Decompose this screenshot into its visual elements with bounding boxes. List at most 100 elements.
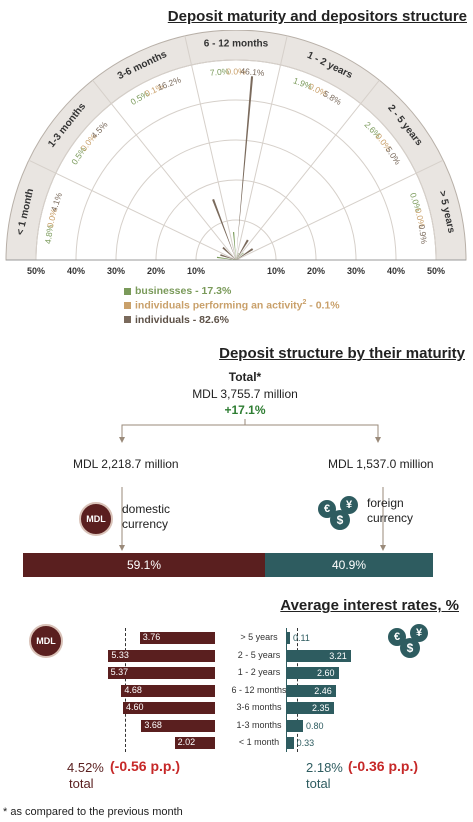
radial-value-label: 5.0% bbox=[384, 145, 403, 167]
fc-rate-bar bbox=[287, 649, 352, 662]
radial-bar bbox=[232, 232, 236, 260]
fc-rate-bar bbox=[287, 719, 303, 732]
radial-tick-label: 30% bbox=[347, 266, 365, 276]
mdl-rate-bar: 5.37 bbox=[107, 667, 215, 679]
fc-rate-bar bbox=[287, 702, 334, 714]
foreign-label: foreign currency bbox=[367, 496, 414, 525]
radial-tick-label: 20% bbox=[307, 266, 325, 276]
maturity-label: < 1 month bbox=[238, 737, 280, 747]
legend-individuals-activity: individuals performing an activity2 - 0.… bbox=[124, 299, 340, 312]
radial-bar bbox=[212, 199, 236, 260]
mdl-rate-bar: 3.68 bbox=[141, 719, 215, 732]
mdl-rate-bar: 4.68 bbox=[121, 684, 215, 697]
radial-bar bbox=[216, 256, 236, 260]
radial-value-label: 4.1% bbox=[49, 191, 65, 213]
radial-value-label: 7.0% bbox=[209, 66, 230, 78]
sector-divider bbox=[184, 35, 237, 261]
fc-total-change: (-0.36 p.p.) bbox=[348, 758, 419, 774]
footnote: * as compared to the previous month bbox=[3, 806, 183, 818]
grid-ring bbox=[195, 219, 277, 261]
radial-bar bbox=[234, 258, 236, 260]
radial-value-label: 46.1% bbox=[240, 66, 265, 78]
radial-value-label: 0.9% bbox=[417, 224, 430, 245]
sector-divider bbox=[92, 79, 237, 261]
radial-tick-label: 30% bbox=[107, 266, 125, 276]
sector-divider bbox=[235, 159, 444, 261]
maturity-label: 3-6 months bbox=[236, 702, 282, 712]
maturity-label: 6 - 12 months bbox=[231, 684, 287, 695]
fc-rate-value: 2.46 bbox=[314, 685, 332, 696]
structure-connectors bbox=[119, 419, 386, 551]
radial-bar bbox=[236, 259, 240, 260]
fc-rate-value: 2.35 bbox=[312, 703, 330, 713]
fc-rate-value: 3.21 bbox=[329, 650, 347, 661]
structure-bar: 59.1% 40.9% bbox=[23, 553, 433, 577]
domestic-label: domestic currency bbox=[122, 502, 171, 531]
total-label: Total* bbox=[228, 370, 262, 384]
fc-rate-bar bbox=[287, 737, 294, 749]
radial-value-label: 0.0% bbox=[226, 66, 246, 76]
mdl-total-change: (-0.56 p.p.) bbox=[110, 758, 181, 774]
radial-tick-label: 10% bbox=[187, 266, 205, 276]
radial-tick-label: 10% bbox=[267, 266, 285, 276]
grid-ring bbox=[115, 139, 357, 261]
fc-rate-value: 0.11 bbox=[293, 633, 310, 643]
radial-legend: businesses - 17.3% individuals performin… bbox=[124, 285, 340, 326]
fc-rate-value: 0.80 bbox=[306, 720, 324, 731]
radial-bar bbox=[236, 76, 254, 260]
mdl-total-word: total bbox=[69, 776, 94, 791]
radial-chart-title: Deposit maturity and depositors structur… bbox=[167, 8, 467, 25]
grid-ring bbox=[75, 99, 397, 261]
mdl-icon: MDL bbox=[79, 502, 113, 536]
rates-mdl-icon: MDL bbox=[29, 624, 63, 658]
sector-divider bbox=[28, 159, 237, 261]
radial-value-label: 4.8% bbox=[43, 223, 56, 244]
sector-divider bbox=[235, 79, 380, 261]
mdl-rate-bar: 5.33 bbox=[108, 649, 215, 662]
radial-value-label: 16.2% bbox=[156, 74, 182, 92]
radial-tick-label: 20% bbox=[147, 266, 165, 276]
foreign-share-bar: 40.9% bbox=[265, 553, 433, 577]
grid-ring bbox=[155, 179, 317, 261]
radial-tick-label: 40% bbox=[387, 266, 405, 276]
radial-value-label: 0.0% bbox=[45, 207, 59, 229]
radial-tick-label: 50% bbox=[427, 266, 445, 276]
mdl-rate-bar: 3.76 bbox=[139, 632, 215, 644]
fc-rate-bar bbox=[287, 632, 290, 644]
fc-rate-bar bbox=[287, 667, 339, 679]
foreign-value: MDL 1,537.0 million bbox=[328, 457, 434, 471]
rates-currency-icon: € ¥ $ bbox=[388, 624, 433, 660]
domestic-share-bar: 59.1% bbox=[23, 553, 265, 577]
grid-ring bbox=[35, 59, 437, 261]
radial-tick-label: 40% bbox=[67, 266, 85, 276]
radial-bar bbox=[236, 252, 239, 260]
fc-total-value: 2.18% bbox=[306, 760, 343, 775]
total-value: MDL 3,755.7 million bbox=[192, 387, 298, 401]
rates-axis bbox=[286, 628, 287, 752]
radial-value-label: 5.8% bbox=[322, 88, 344, 107]
fc-rate-value: 0.33 bbox=[296, 738, 315, 748]
radial-bar bbox=[234, 258, 236, 260]
maturity-label: > 5 years bbox=[240, 632, 278, 642]
mdl-rate-bar: 2.02 bbox=[174, 737, 215, 749]
mdl-total-value: 4.52% bbox=[67, 760, 104, 775]
radial-tick-label: 50% bbox=[27, 266, 45, 276]
radial-outer-band bbox=[5, 30, 467, 261]
radial-bar bbox=[220, 254, 236, 260]
fc-rate-bar bbox=[287, 684, 337, 697]
legend-businesses: businesses - 17.3% bbox=[124, 285, 340, 297]
radial-value-label: 0.0% bbox=[413, 207, 427, 229]
mdl-rate-bar: 4.60 bbox=[123, 702, 215, 714]
structure-title: Deposit structure by their maturity bbox=[219, 345, 465, 362]
sector-divider bbox=[235, 35, 288, 261]
rates-chart: > 5 years 3.76 0.11 2 - 5 years 5.33 3.21 1 - … bbox=[0, 628, 473, 758]
radial-bar bbox=[236, 239, 249, 260]
category-label: 6 - 12 months bbox=[204, 39, 269, 50]
radial-bar bbox=[236, 248, 254, 260]
fc-rate-value: 2.60 bbox=[317, 668, 335, 678]
fc-total-word: total bbox=[306, 776, 331, 791]
maturity-label: 2 - 5 years bbox=[237, 649, 281, 660]
maturity-label: 1 - 2 years bbox=[237, 667, 281, 677]
foreign-currency-icon: € ¥ $ bbox=[318, 496, 363, 532]
